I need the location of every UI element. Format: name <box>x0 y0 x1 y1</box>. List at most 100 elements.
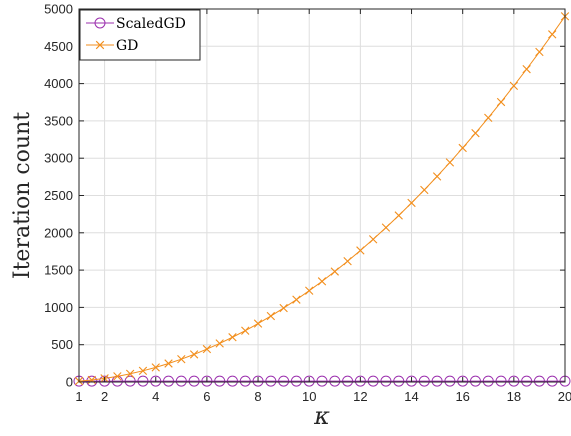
x-tick-label: 12 <box>353 389 367 404</box>
scaledgd-point <box>214 375 226 387</box>
scaledgd-point <box>175 375 187 387</box>
gd-point <box>445 158 455 167</box>
scaledgd-point <box>239 375 251 387</box>
gd-point <box>343 257 352 266</box>
gd-point <box>215 339 224 348</box>
gd-point <box>125 369 135 378</box>
legend-marker <box>94 17 106 29</box>
x-axis-label: κ <box>313 402 330 430</box>
gd-series <box>74 12 570 386</box>
gd-point <box>471 128 480 138</box>
gd-point <box>317 277 327 286</box>
x-tick-label: 8 <box>254 389 261 404</box>
x-tick-label: 6 <box>203 389 210 404</box>
scaledgd-point <box>316 375 328 387</box>
scaledgd-point <box>533 375 545 387</box>
y-tick-label: 3500 <box>44 113 73 128</box>
x-tick-labels: 1 2 4 6 8 10 12 14 16 18 20 <box>75 389 571 404</box>
scaledgd-point <box>124 375 136 387</box>
legend-label: ScaledGD <box>116 16 186 32</box>
y-tick-label: 1500 <box>44 263 73 278</box>
gd-point <box>496 97 506 107</box>
gd-point <box>87 375 96 385</box>
scaledgd-point <box>188 375 200 387</box>
scaledgd-point <box>469 375 481 387</box>
gd-point <box>164 359 173 368</box>
gd-point <box>253 319 263 328</box>
gd-point <box>509 81 519 91</box>
axis-ticks <box>78 8 566 383</box>
y-tick-label: 4500 <box>44 39 73 54</box>
scaledgd-point <box>226 375 238 387</box>
scaledgd-point <box>99 375 111 387</box>
scaledgd-point <box>329 375 341 387</box>
legend-marker <box>95 40 105 50</box>
gd-point <box>458 143 467 153</box>
scaledgd-point <box>265 375 277 387</box>
y-tick-label: 3000 <box>44 151 73 166</box>
gd-point <box>305 286 314 295</box>
y-tick-label: 4000 <box>44 76 73 91</box>
gd-point <box>279 303 288 313</box>
gd-point <box>202 344 212 354</box>
gd-point <box>177 354 186 364</box>
scaledgd-point <box>482 375 494 387</box>
y-tick-label: 5000 <box>44 2 73 17</box>
gd-point <box>548 30 557 39</box>
scaledgd-point <box>367 375 379 387</box>
gd-point <box>330 267 339 276</box>
scaledgd-point <box>508 375 520 387</box>
scaledgd-point <box>495 375 507 387</box>
scaledgd-point <box>303 375 315 387</box>
legend-item-scaledgd: ScaledGD <box>86 16 186 32</box>
gd-point <box>241 326 250 335</box>
scaledgd-point <box>354 375 366 387</box>
gd-point <box>189 350 199 359</box>
gd-point <box>138 366 148 375</box>
gd-point <box>432 172 442 181</box>
scaledgd-point <box>406 375 418 387</box>
gd-point <box>407 198 416 208</box>
scaledgd-point <box>150 375 162 387</box>
scaledgd-point <box>163 375 175 387</box>
scaledgd-point <box>546 375 558 387</box>
scaledgd-point <box>393 375 405 387</box>
series-layer <box>73 12 571 387</box>
scaledgd-series <box>73 375 571 387</box>
gd-point <box>381 223 391 232</box>
x-tick-label: 18 <box>507 389 521 404</box>
y-axis-label: Iteration count <box>10 112 35 279</box>
gd-point <box>535 47 544 57</box>
y-tick-labels: 0 500 1000 1500 2000 2500 3000 3500 4000 4500 5000 <box>44 2 73 390</box>
gd-point <box>151 363 160 372</box>
gd-line <box>78 16 566 382</box>
y-tick-label: 0 <box>66 375 73 390</box>
gd-point <box>368 235 378 244</box>
y-tick-label: 500 <box>51 337 73 352</box>
scaledgd-point <box>431 375 443 387</box>
gd-point <box>228 333 237 342</box>
x-tick-label: 4 <box>152 389 159 404</box>
scaledgd-point <box>380 375 392 387</box>
scaledgd-point <box>457 375 469 387</box>
gd-point <box>420 185 429 195</box>
scaledgd-point <box>521 375 533 387</box>
gd-point <box>356 246 365 255</box>
gd-point <box>113 372 122 381</box>
scaledgd-point <box>444 375 456 387</box>
legend-label: GD <box>116 38 138 54</box>
scaledgd-point <box>137 375 149 387</box>
x-tick-label: 2 <box>101 389 108 404</box>
scaledgd-point <box>86 375 98 387</box>
gd-point <box>522 64 531 74</box>
scaledgd-point <box>201 375 213 387</box>
y-tick-label: 1000 <box>44 300 73 315</box>
x-tick-label: 1 <box>75 389 82 404</box>
x-tick-label: 20 <box>558 389 571 404</box>
legend-item-gd: GD <box>86 38 138 54</box>
x-tick-label: 10 <box>302 389 316 404</box>
gd-point <box>484 113 493 123</box>
scaledgd-point <box>342 375 354 387</box>
legend: ScaledGD GD <box>79 9 201 61</box>
